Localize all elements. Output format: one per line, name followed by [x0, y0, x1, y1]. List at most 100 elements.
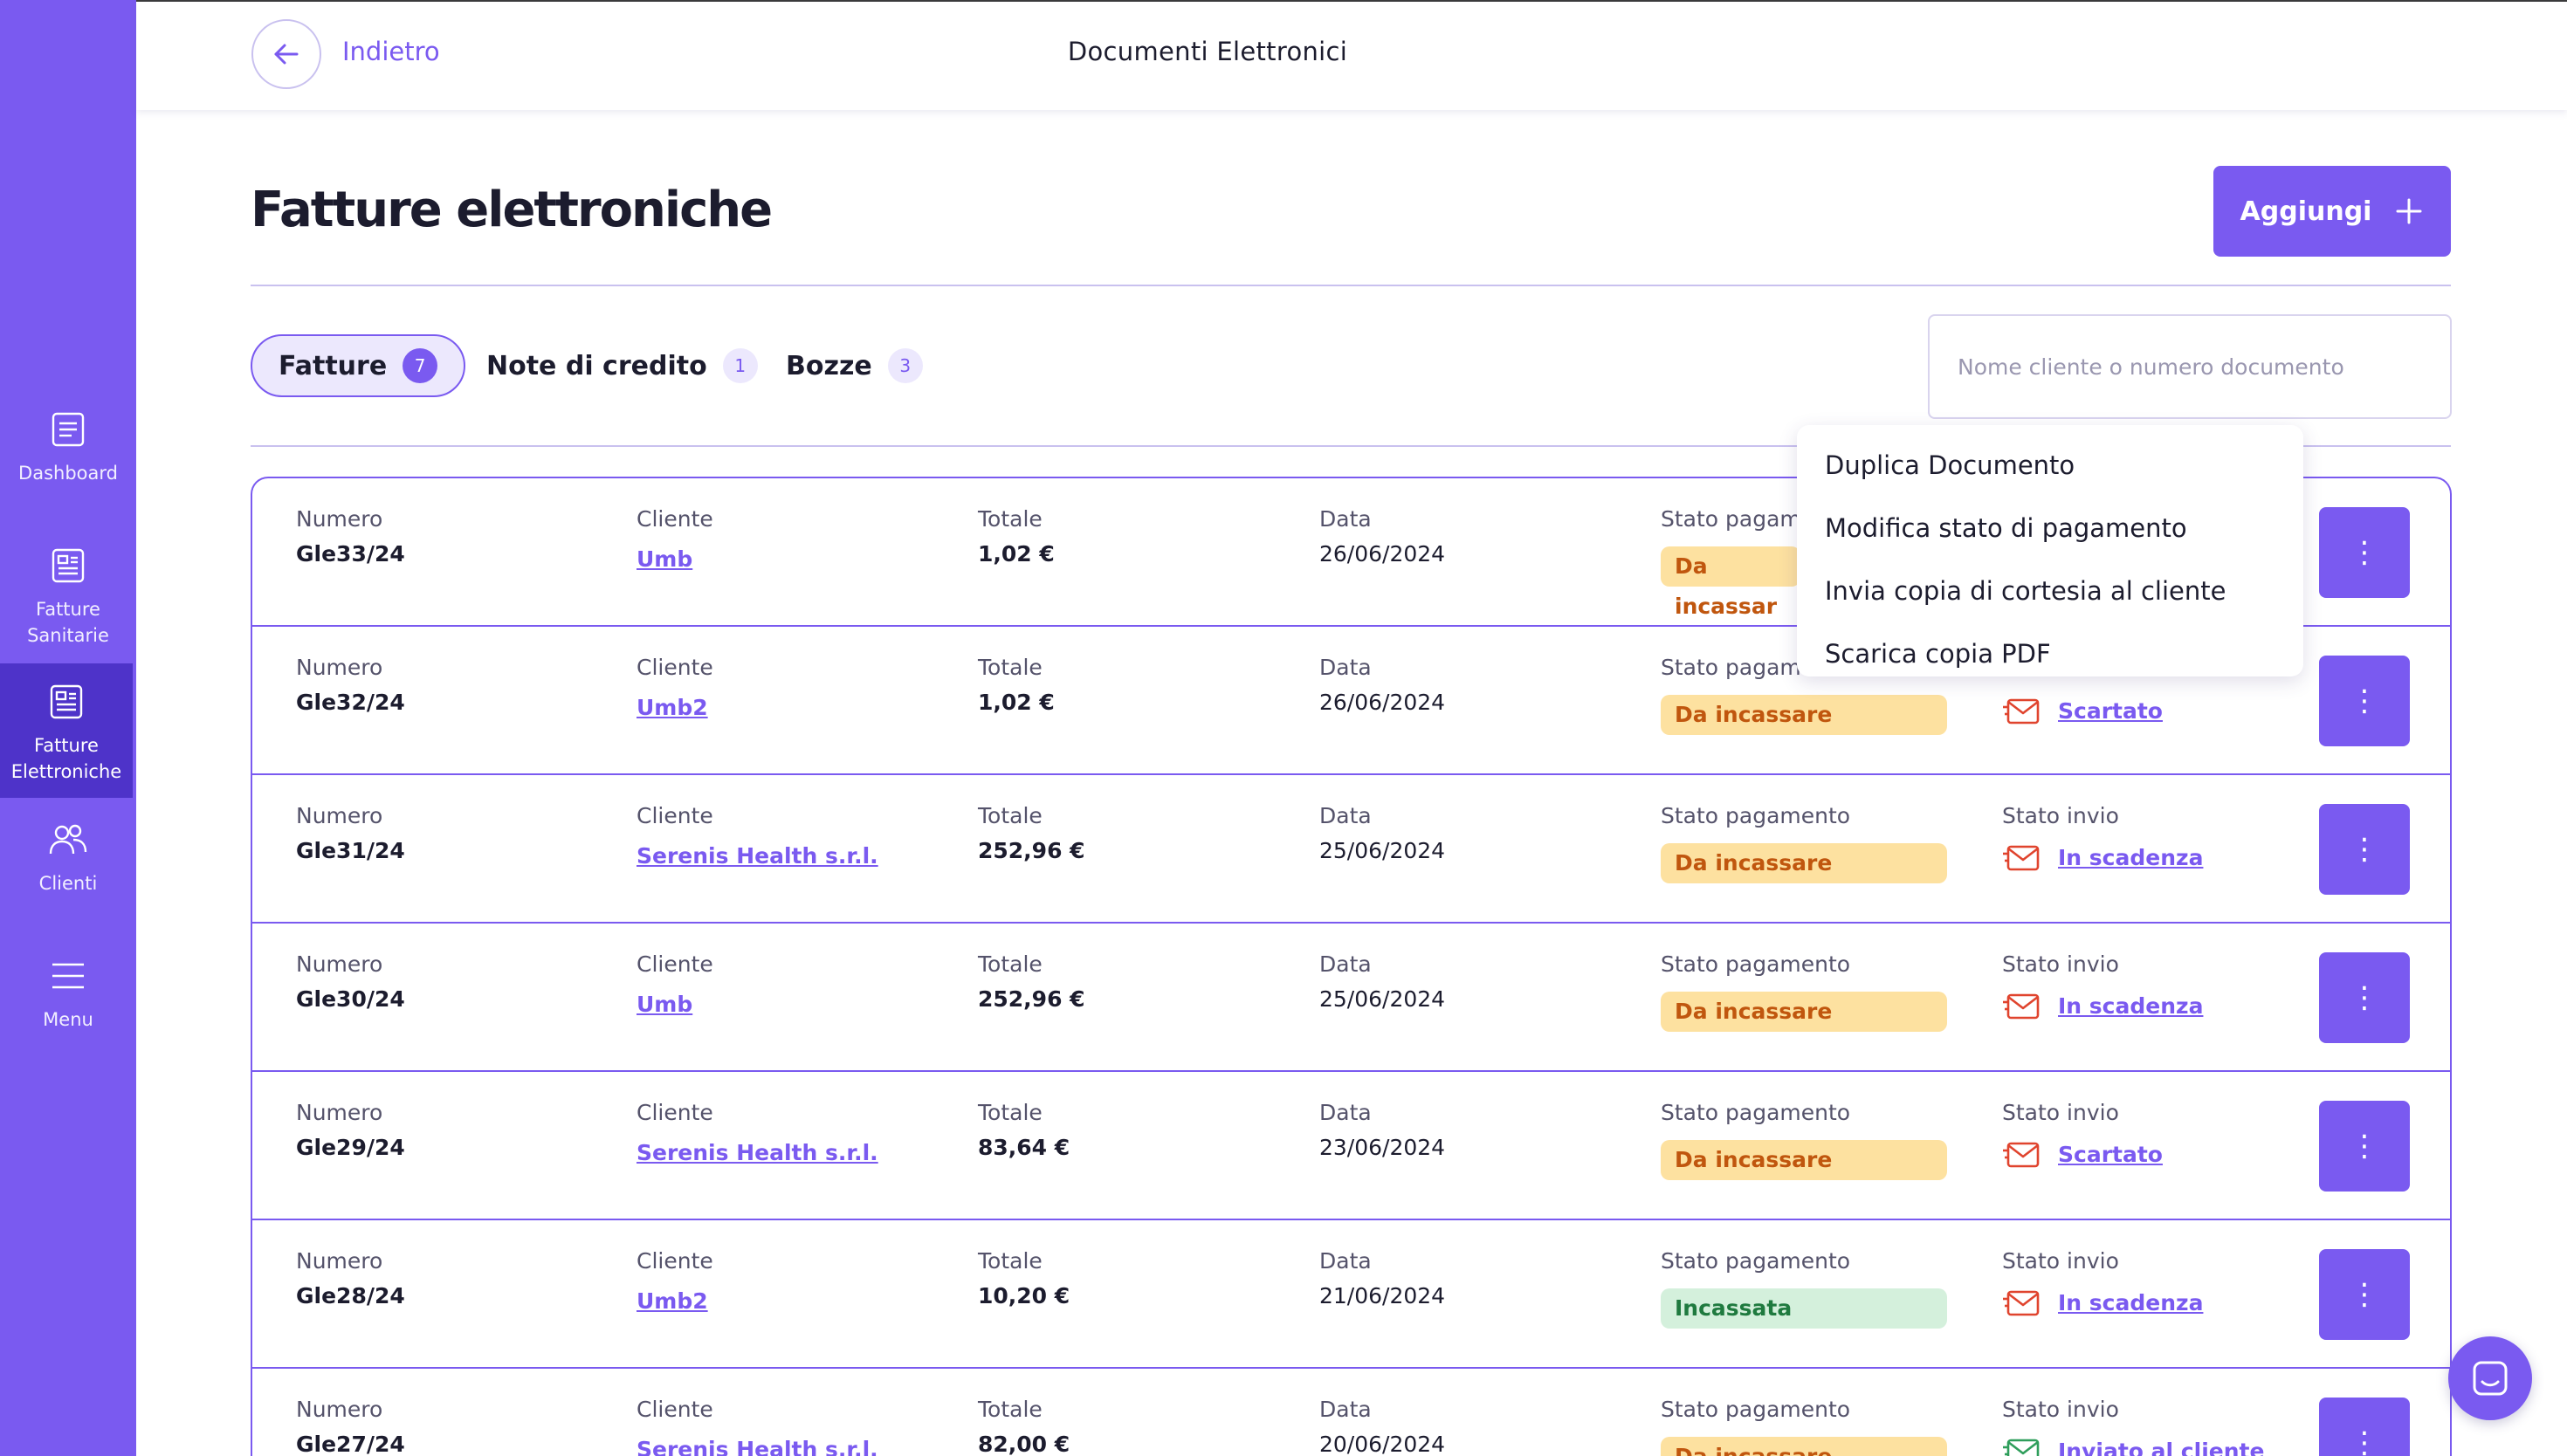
back-button[interactable] — [251, 19, 321, 89]
invoice-total: 10,20 € — [978, 1283, 1070, 1308]
cell-stato-pagamento: Stato pagamento Da incassare — [1661, 801, 1947, 883]
sidebar: Dashboard Fatture Sanitarie Fatture Elet… — [0, 0, 136, 1456]
cell-stato-invio: Stato invio In scadenza — [2002, 801, 2203, 873]
back-link[interactable]: Indietro — [342, 37, 440, 66]
sidebar-item-fatture-sanitarie[interactable]: Fatture Sanitarie — [0, 546, 136, 677]
cell-stato-invio: Stato invio Inviato al cliente — [2002, 1395, 2264, 1456]
cell-data: Data 21/06/2024 — [1319, 1247, 1445, 1311]
cell-label: Cliente — [637, 951, 713, 977]
cell-label: Stato pagam — [1661, 506, 1801, 532]
invoice-total: 1,02 € — [978, 690, 1055, 715]
send-status-link[interactable]: Scartato — [2058, 697, 2163, 724]
search-input[interactable] — [1928, 314, 2452, 419]
menu-item-scarica-pdf[interactable]: Scarica copia PDF — [1825, 639, 2051, 669]
invoice-date: 20/06/2024 — [1319, 1432, 1446, 1456]
sidebar-item-label: Fatture — [36, 599, 100, 620]
cell-label: Stato pagamento — [1661, 1397, 1851, 1422]
client-link[interactable]: Serenis Health s.r.l. — [637, 1140, 878, 1165]
kebab-icon: ⋮ — [2350, 1277, 2379, 1312]
cell-stato-pagamento: Stato pagamento Incassata — [1661, 1247, 1947, 1329]
row-actions-button[interactable]: ⋮ — [2319, 952, 2410, 1043]
payment-status-badge: Da incassar — [1661, 546, 1800, 619]
client-link[interactable]: Umb — [637, 546, 693, 572]
cell-totale: Totale 83,64 € — [978, 1098, 1070, 1163]
sidebar-item-label: Sanitarie — [27, 625, 109, 646]
table-row: Numero Gle32/24 Cliente Umb2 Totale 1,02… — [252, 627, 2450, 775]
cell-label: Totale — [978, 1100, 1043, 1125]
row-actions-button[interactable]: ⋮ — [2319, 1398, 2410, 1456]
sidebar-item-menu[interactable]: Menu — [0, 957, 136, 1088]
cell-data: Data 23/06/2024 — [1319, 1098, 1445, 1163]
invoice-number: Gle29/24 — [296, 1135, 405, 1160]
cell-numero: Numero Gle28/24 — [296, 1247, 405, 1311]
cell-stato-pagamento: Stato pagamento Da incassare — [1661, 950, 1947, 1032]
invoice-number: Gle30/24 — [296, 986, 405, 1012]
send-status-link[interactable]: Inviato al cliente — [2058, 1438, 2265, 1456]
row-actions-button[interactable]: ⋮ — [2319, 507, 2410, 598]
send-status-link[interactable]: In scadenza — [2058, 1289, 2204, 1315]
cell-label: Totale — [978, 1248, 1043, 1274]
cell-data: Data 26/06/2024 — [1319, 653, 1445, 718]
client-link[interactable]: Umb — [637, 992, 693, 1017]
cell-totale: Totale 10,20 € — [978, 1247, 1070, 1311]
sidebar-item-dashboard[interactable]: Dashboard — [0, 410, 136, 541]
cell-label: Data — [1319, 1397, 1372, 1422]
sidebar-item-clienti[interactable]: Clienti — [0, 821, 136, 951]
cell-numero: Numero Gle30/24 — [296, 950, 405, 1014]
row-actions-button[interactable]: ⋮ — [2319, 1101, 2410, 1192]
invoice-total: 252,96 € — [978, 986, 1085, 1012]
arrow-left-icon — [274, 44, 299, 65]
cell-label: Numero — [296, 803, 383, 828]
menu-item-duplica[interactable]: Duplica Documento — [1825, 450, 2075, 480]
invoice-number: Gle28/24 — [296, 1283, 405, 1308]
row-actions-button[interactable]: ⋮ — [2319, 804, 2410, 895]
dashboard-icon — [52, 412, 85, 447]
payment-status-badge: Da incassare — [1661, 695, 1947, 735]
row-actions-button[interactable]: ⋮ — [2319, 656, 2410, 746]
cell-numero: Numero Gle29/24 — [296, 1098, 405, 1163]
cell-label: Stato pagam — [1661, 655, 1801, 680]
tab-label: Fatture — [279, 350, 388, 381]
sidebar-item-fatture-elettroniche[interactable]: Fatture Elettroniche — [0, 663, 133, 798]
invoice-total: 82,00 € — [978, 1432, 1070, 1456]
client-link[interactable]: Umb2 — [637, 1288, 708, 1314]
client-link[interactable]: Serenis Health s.r.l. — [637, 843, 878, 869]
send-status-link[interactable]: In scadenza — [2058, 844, 2204, 870]
send-status-link[interactable]: Scartato — [2058, 1141, 2163, 1167]
client-link[interactable]: Umb2 — [637, 695, 708, 720]
users-icon — [49, 824, 87, 855]
kebab-icon: ⋮ — [2350, 980, 2379, 1015]
cell-stato-pagamento: Stato pagamento Da incassare — [1661, 1098, 1947, 1180]
envelope-error-icon — [2003, 845, 2040, 871]
sidebar-item-label: Elettroniche — [10, 761, 122, 782]
chat-launcher-button[interactable] — [2448, 1336, 2532, 1420]
add-button[interactable]: Aggiungi — [2213, 166, 2451, 257]
invoice-date: 25/06/2024 — [1319, 838, 1446, 863]
sidebar-item-label: Fatture — [34, 735, 99, 756]
cell-label: Cliente — [637, 1248, 713, 1274]
row-actions-button[interactable]: ⋮ — [2319, 1249, 2410, 1340]
tab-note-di-credito[interactable]: Note di credito 1 — [486, 334, 758, 397]
invoice-total: 252,96 € — [978, 838, 1085, 863]
cell-label: Data — [1319, 655, 1372, 680]
invoice-date: 26/06/2024 — [1319, 690, 1446, 715]
invoice-date: 25/06/2024 — [1319, 986, 1446, 1012]
divider — [251, 285, 2451, 286]
tab-bozze[interactable]: Bozze 3 — [786, 334, 923, 397]
invoice-table: Numero Gle33/24 Cliente Umb Totale 1,02 … — [251, 477, 2452, 1456]
send-status-link[interactable]: In scadenza — [2058, 992, 2204, 1019]
cell-cliente: Cliente Umb — [637, 950, 713, 1017]
cell-cliente: Cliente Serenis Health s.r.l. — [637, 801, 878, 869]
cell-label: Stato invio — [2002, 1100, 2119, 1125]
tab-fatture[interactable]: Fatture 7 — [251, 334, 466, 397]
menu-item-modifica-stato[interactable]: Modifica stato di pagamento — [1825, 513, 2187, 543]
cell-label: Numero — [296, 1100, 383, 1125]
cell-label: Data — [1319, 803, 1372, 828]
menu-item-invia-copia[interactable]: Invia copia di cortesia al cliente — [1825, 576, 2226, 606]
client-link[interactable]: Serenis Health s.r.l. — [637, 1437, 878, 1456]
cell-totale: Totale 82,00 € — [978, 1395, 1070, 1456]
cell-label: Data — [1319, 951, 1372, 977]
invoice-icon — [50, 684, 83, 719]
table-row: Numero Gle29/24 Cliente Serenis Health s… — [252, 1072, 2450, 1220]
header-title: Documenti Elettronici — [1067, 37, 1348, 66]
